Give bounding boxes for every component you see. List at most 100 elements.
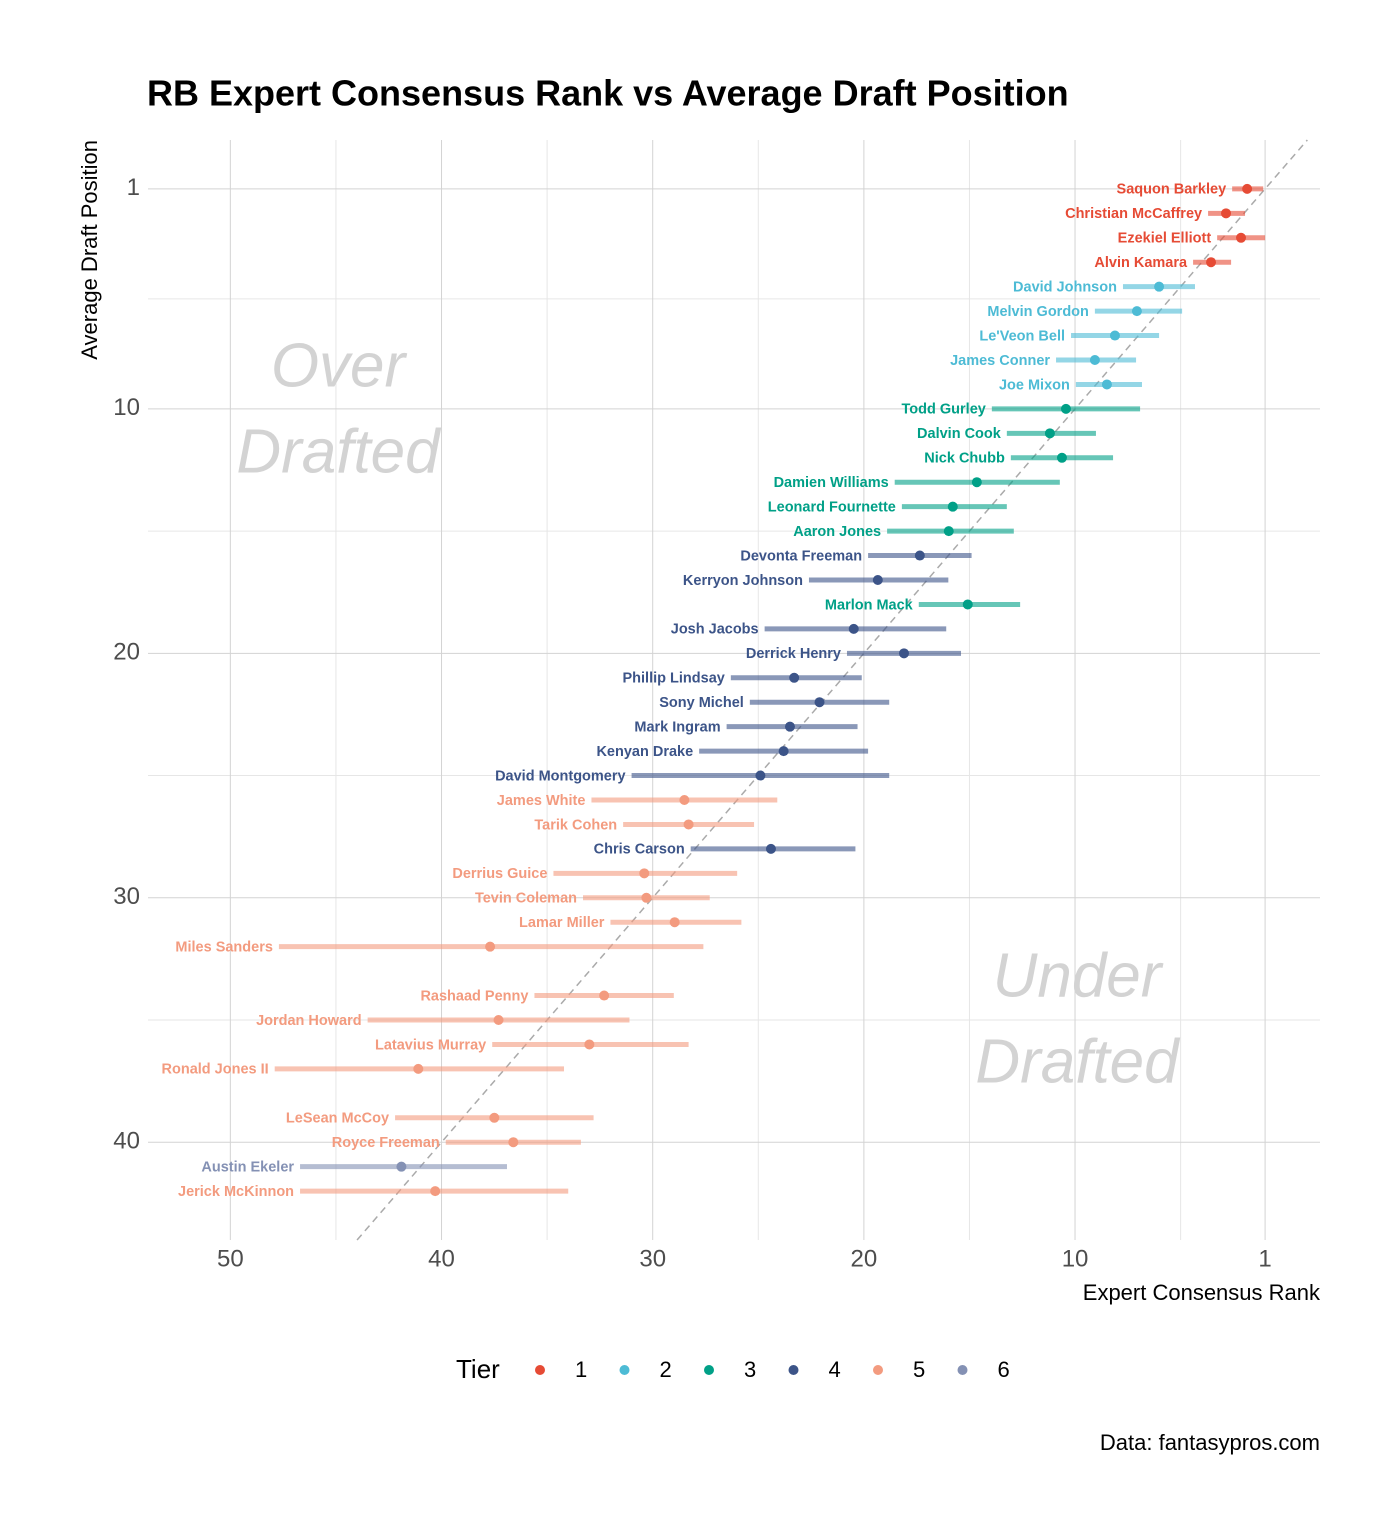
point-label: Joe Mixon bbox=[999, 377, 1070, 393]
point-label: Chris Carson bbox=[594, 842, 685, 858]
point-label: Kerryon Johnson bbox=[683, 573, 803, 589]
point bbox=[641, 892, 652, 903]
point bbox=[971, 477, 982, 488]
point-label: Saquon Barkley bbox=[1117, 182, 1227, 198]
point bbox=[396, 1161, 407, 1172]
point-label: David Johnson bbox=[1013, 279, 1117, 295]
point-label: Royce Freeman bbox=[332, 1135, 440, 1151]
point bbox=[1056, 452, 1067, 463]
point-label: Josh Jacobs bbox=[671, 622, 759, 638]
point bbox=[765, 843, 776, 854]
legend-label: 6 bbox=[998, 1357, 1010, 1382]
point bbox=[1236, 232, 1247, 243]
point bbox=[413, 1063, 424, 1074]
point bbox=[679, 795, 690, 805]
point bbox=[784, 721, 795, 732]
legend-title: Tier bbox=[456, 1354, 500, 1384]
x-tick-label: 1 bbox=[1258, 1245, 1271, 1272]
point-label: James Conner bbox=[950, 353, 1050, 369]
legend: Tier 1 2 3 4 5 6 bbox=[456, 1354, 1010, 1384]
legend-marker bbox=[788, 1365, 799, 1375]
point-label: Christian McCaffrey bbox=[1065, 206, 1202, 222]
legend-label: 2 bbox=[660, 1357, 672, 1382]
point bbox=[485, 941, 496, 952]
point-label: Aaron Jones bbox=[793, 524, 881, 540]
plot-area: Saquon Barkley Christian McCaffrey Ezekiel… bbox=[162, 139, 1308, 1241]
point bbox=[814, 697, 825, 708]
point-label: Le'Veon Bell bbox=[979, 328, 1065, 344]
point-label: Mark Ingram bbox=[634, 719, 720, 735]
point bbox=[430, 1186, 441, 1197]
point-label: Latavius Murray bbox=[375, 1037, 486, 1053]
y-tick-label: 20 bbox=[113, 639, 140, 666]
x-tick-label: 10 bbox=[1062, 1245, 1089, 1272]
point bbox=[962, 599, 973, 610]
x-tick-label: 40 bbox=[428, 1245, 455, 1272]
point-label: Ezekiel Elliott bbox=[1118, 231, 1212, 247]
point-label: Tarik Cohen bbox=[534, 817, 617, 833]
point-label: Todd Gurley bbox=[902, 402, 986, 418]
point-label: Dalvin Cook bbox=[917, 426, 1002, 442]
annotation: Drafted bbox=[975, 1027, 1181, 1096]
y-axis-title: Average Draft Position bbox=[77, 140, 102, 360]
point bbox=[1131, 306, 1142, 317]
point-label: Devonta Freeman bbox=[740, 548, 862, 564]
point-label: Leonard Fournette bbox=[768, 499, 896, 515]
point-label: Jordan Howard bbox=[256, 1013, 362, 1029]
point bbox=[898, 648, 909, 659]
point-label: Derrick Henry bbox=[746, 646, 841, 662]
point-label: Kenyan Drake bbox=[596, 744, 693, 760]
point-label: Damien Williams bbox=[774, 475, 889, 491]
point-label: Jerick McKinnon bbox=[178, 1184, 294, 1200]
legend-marker bbox=[535, 1365, 545, 1375]
point bbox=[1109, 330, 1120, 341]
legend-label: 3 bbox=[744, 1357, 756, 1382]
point bbox=[1101, 379, 1112, 390]
point bbox=[508, 1137, 519, 1148]
point-label: Ronald Jones II bbox=[162, 1062, 269, 1078]
point bbox=[755, 770, 766, 781]
point-label: LeSean McCoy bbox=[286, 1111, 389, 1127]
point bbox=[493, 1015, 504, 1025]
point-label: Rashaad Penny bbox=[420, 988, 528, 1004]
point-label: David Montgomery bbox=[495, 768, 626, 784]
legend-marker bbox=[619, 1365, 630, 1375]
point bbox=[584, 1039, 595, 1050]
y-tick-label: 10 bbox=[113, 394, 140, 421]
point bbox=[848, 623, 859, 634]
legend-label: 1 bbox=[575, 1357, 587, 1382]
legend-marker bbox=[704, 1365, 714, 1375]
point-label: Miles Sanders bbox=[175, 939, 273, 955]
annotation: Over bbox=[271, 331, 408, 400]
point bbox=[872, 575, 883, 585]
point-label: James White bbox=[497, 793, 586, 809]
point-label: Melvin Gordon bbox=[987, 304, 1089, 320]
point bbox=[1044, 428, 1055, 439]
point bbox=[489, 1112, 500, 1123]
point bbox=[1221, 208, 1232, 219]
x-tick-label: 20 bbox=[851, 1245, 878, 1272]
point bbox=[943, 526, 954, 537]
point bbox=[778, 746, 789, 757]
x-axis-title: Expert Consensus Rank bbox=[1083, 1280, 1321, 1305]
point-label: Austin Ekeler bbox=[201, 1159, 294, 1175]
legend-label: 4 bbox=[829, 1357, 841, 1382]
point bbox=[669, 917, 680, 928]
y-tick-label: 30 bbox=[113, 883, 140, 910]
point bbox=[1154, 281, 1165, 292]
legend-marker bbox=[957, 1365, 968, 1375]
point bbox=[1206, 257, 1217, 268]
point bbox=[683, 819, 694, 830]
y-tick-label: 40 bbox=[113, 1128, 140, 1155]
x-tick-label: 50 bbox=[217, 1245, 244, 1272]
point bbox=[914, 550, 925, 561]
point-label: Alvin Kamara bbox=[1094, 255, 1188, 271]
point-label: Tevin Coleman bbox=[475, 891, 577, 907]
y-tick-label: 1 bbox=[127, 174, 140, 201]
legend-label: 5 bbox=[913, 1357, 925, 1382]
point bbox=[599, 990, 610, 1001]
point-label: Derrius Guice bbox=[452, 866, 547, 882]
point-label: Nick Chubb bbox=[924, 451, 1005, 467]
point bbox=[947, 501, 958, 512]
